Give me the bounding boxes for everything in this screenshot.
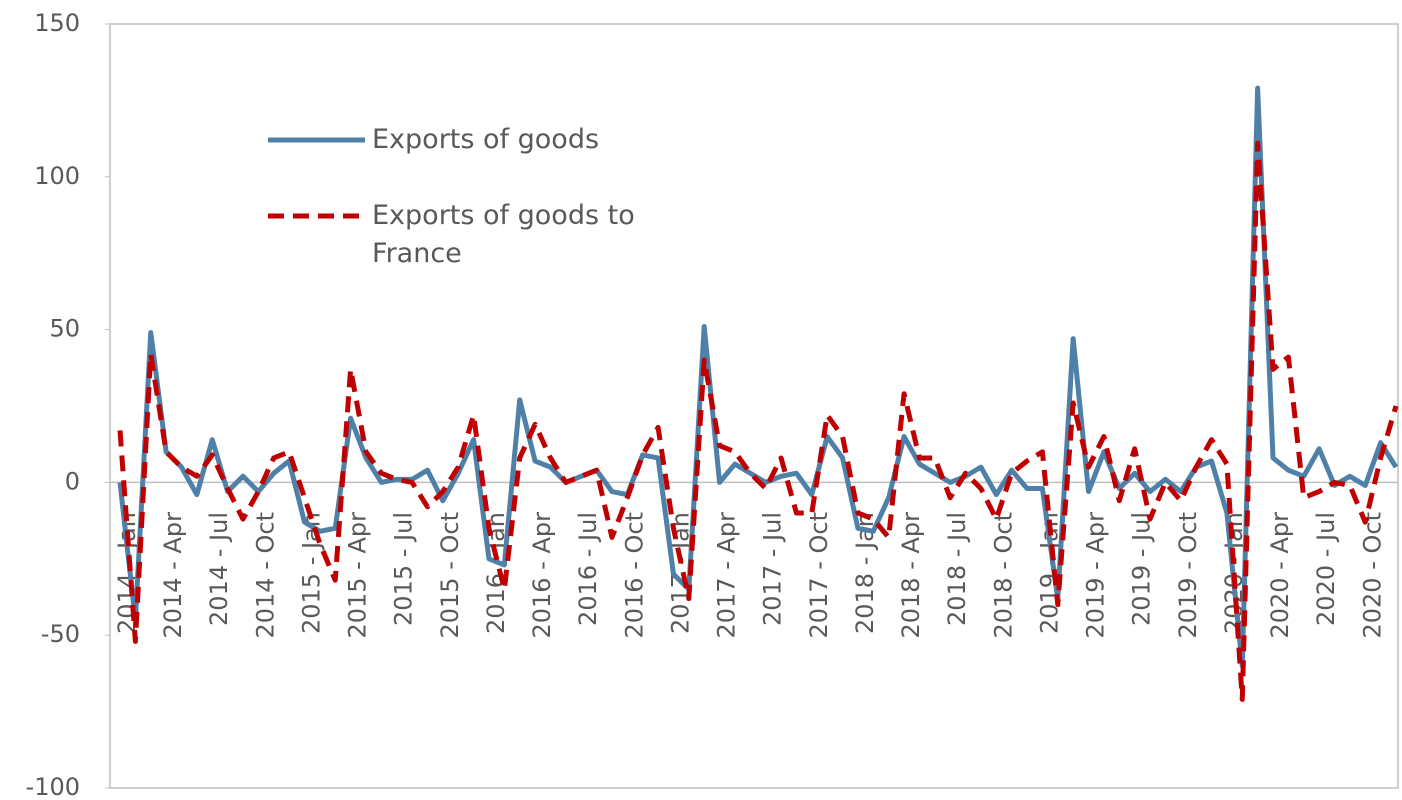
y-tick-label: 100: [34, 162, 80, 190]
series-line: [117, 140, 1399, 702]
x-tick-label: 2014 - Oct: [251, 512, 279, 639]
y-tick-label: -50: [41, 620, 80, 648]
x-tick-label: 2016 - Oct: [620, 512, 648, 639]
x-tick-label: 2020 - Oct: [1358, 512, 1386, 639]
x-tick-label: 2019 - Oct: [1174, 512, 1202, 639]
x-tick-label: 2017 - Apr: [713, 512, 741, 639]
x-tick-label: 2014 - Apr: [159, 512, 187, 639]
x-tick-label: 2015 - Oct: [436, 512, 464, 639]
x-tick-label: 2020 - Apr: [1266, 512, 1294, 639]
x-tick-label: 2014 - Jul: [205, 512, 233, 626]
y-tick-label: 50: [49, 315, 80, 343]
plot-area: [109, 23, 1399, 789]
x-tick-label: 2015 - Apr: [344, 512, 372, 639]
x-tick-label: 2016 - Apr: [528, 512, 556, 639]
x-tick-label: 2015 - Jul: [390, 512, 418, 626]
x-tick-label: 2018 - Jul: [943, 512, 971, 626]
x-tick-label: 2019 - Apr: [1082, 512, 1110, 639]
y-tick-label: 150: [34, 9, 80, 37]
legend-label: Exports of goods: [372, 124, 600, 155]
x-tick-label: 2018 - Oct: [989, 512, 1017, 639]
x-tick-label: 2017 - Oct: [805, 512, 833, 639]
y-tick-label: 0: [65, 467, 80, 495]
x-tick-label: 2020 - Jul: [1312, 512, 1340, 626]
legend-label: Exports of goods to France: [372, 200, 635, 269]
x-tick-label: 2016 - Jul: [574, 512, 602, 626]
x-tick-label: 2019 - Jul: [1128, 512, 1156, 626]
x-tick-label: 2018 - Apr: [897, 512, 925, 639]
x-tick-label: 2017 - Jul: [759, 512, 787, 626]
y-tick-label: -100: [26, 773, 80, 800]
